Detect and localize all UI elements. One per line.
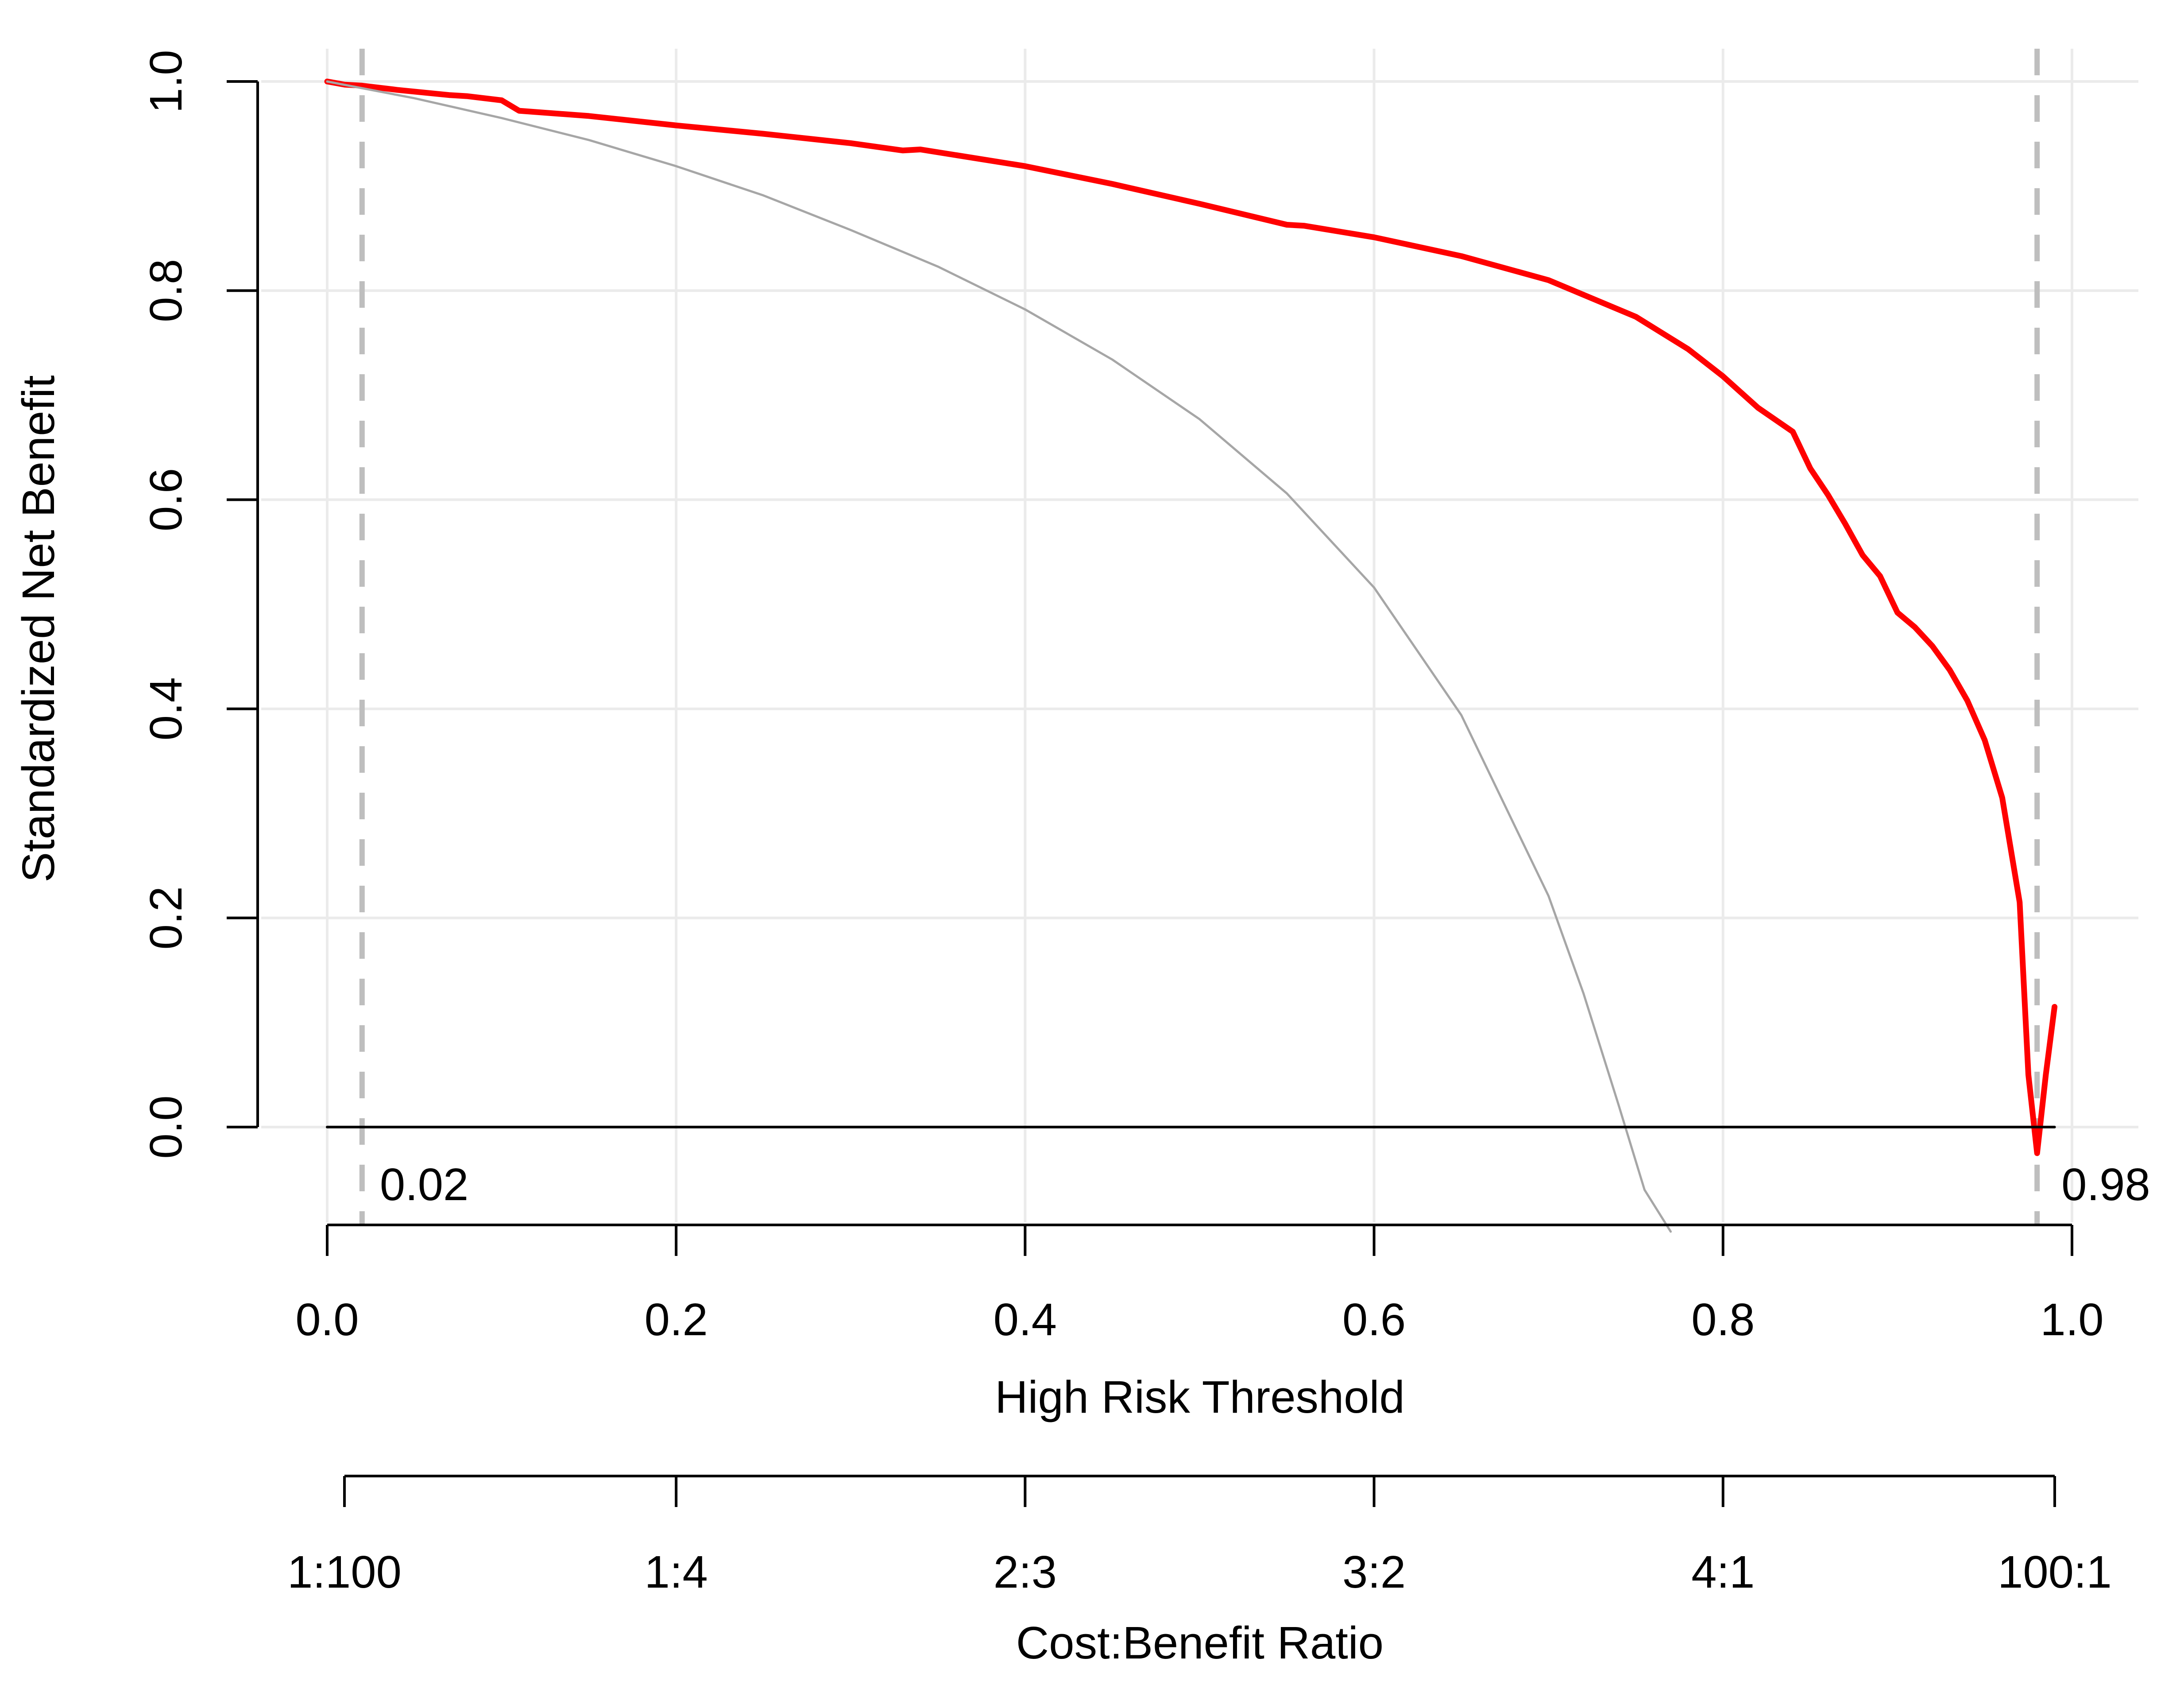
x-tick-label: 1.0	[2040, 1294, 2103, 1345]
x-axis-title: High Risk Threshold	[995, 1372, 1405, 1422]
x-tick-label: 0.0	[295, 1294, 359, 1345]
y-tick-label: 0.2	[140, 886, 191, 949]
treat-all-curve	[326, 80, 1672, 1233]
cost-benefit-tick-label: 1:4	[645, 1546, 708, 1597]
y-tick-label: 0.0	[140, 1095, 191, 1159]
series-layer	[324, 78, 2058, 1233]
axes	[227, 80, 2073, 1507]
cost-benefit-tick-label: 100:1	[1998, 1546, 2112, 1597]
y-tick-label: 1.0	[140, 50, 191, 113]
y-tick-label: 0.6	[140, 468, 191, 531]
cost-benefit-axis-title: Cost:Benefit Ratio	[1016, 1617, 1384, 1668]
threshold-label: 0.98	[2061, 1159, 2150, 1210]
threshold-label: 0.02	[380, 1159, 468, 1210]
x-tick-label: 0.8	[1691, 1294, 1755, 1345]
cost-benefit-tick-label: 2:3	[993, 1546, 1057, 1597]
tick-labels: 0.02 0.98 0.0 0.2 0.4 0.6 0.8 1.0 0.0 0.2 0.4 0.6 0.…	[140, 50, 2150, 1597]
threshold-lines	[359, 49, 2040, 1225]
x-tick-label: 0.6	[1342, 1294, 1406, 1345]
y-axis-title: Standardized Net Benefit	[13, 375, 64, 882]
cost-benefit-tick-label: 4:1	[1691, 1546, 1755, 1597]
gridlines	[261, 49, 2138, 1222]
model-curve	[324, 78, 2058, 1156]
y-tick-label: 0.8	[140, 259, 191, 322]
x-tick-label: 0.4	[993, 1294, 1057, 1345]
y-tick-label: 0.4	[140, 677, 191, 740]
cost-benefit-tick-label: 1:100	[287, 1546, 402, 1597]
x-tick-label: 0.2	[645, 1294, 708, 1345]
cost-benefit-tick-label: 3:2	[1342, 1546, 1406, 1597]
